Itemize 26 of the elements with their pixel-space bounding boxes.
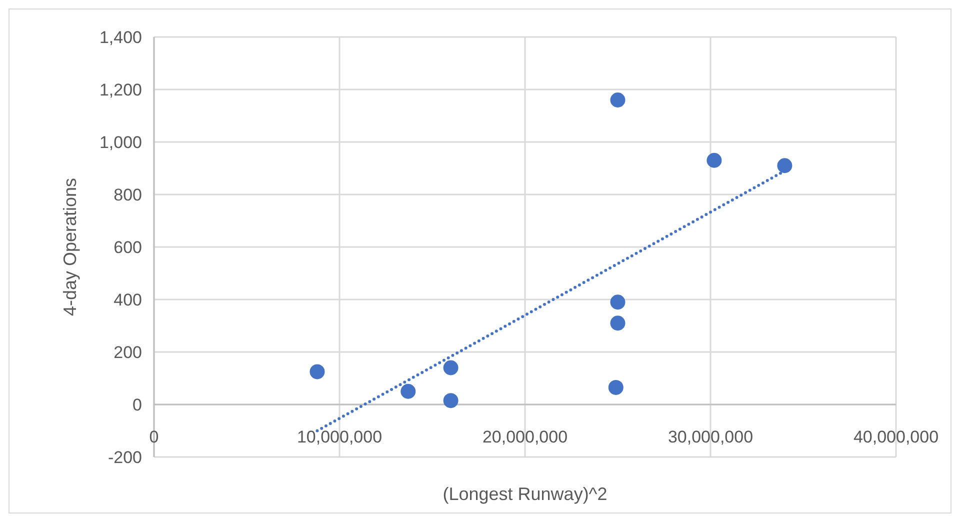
y-tick-label: 800 [114,186,142,204]
point [610,294,626,310]
x-tick-label: 10,000,000 [296,428,382,446]
x-axis-title: (Longest Runway)^2 [442,484,608,504]
y-tick-label: 600 [114,238,142,257]
point [706,152,722,168]
y-axis-title: 4-day Operations [60,178,80,316]
y-tick-label: 1,400 [99,28,142,47]
point [777,158,792,174]
point [610,92,626,108]
point [443,393,458,408]
point [610,316,626,331]
y-tick-label: 1,200 [99,80,142,100]
point [608,380,624,395]
y-tick-label: 1,000 [99,133,142,152]
y-tick-label: -200 [108,448,142,467]
point [400,384,416,399]
x-tick-label: 20,000,000 [482,428,568,446]
y-tick-label: 0 [132,396,142,414]
point [443,360,458,376]
x-tick-label: 40,000,000 [853,428,939,446]
point [310,364,325,380]
y-tick-label: 400 [114,290,142,310]
y-tick-label: 200 [114,343,142,362]
x-tick-label: 30,000,000 [668,428,754,446]
x-tick-label: 0 [149,428,159,446]
